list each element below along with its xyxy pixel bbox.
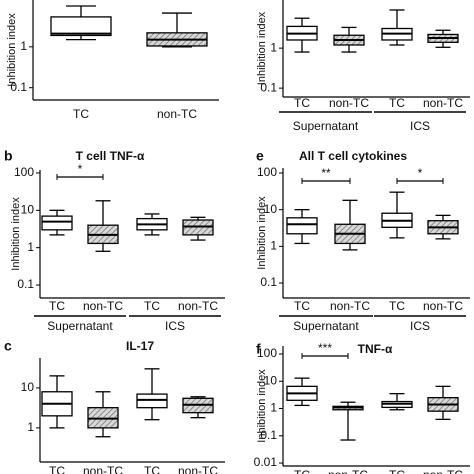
x-tick-label: TC [144, 299, 160, 313]
y-tick-label: 1 [270, 401, 277, 415]
panel-title: TNF-α [358, 342, 393, 356]
x-tick-label: TC [49, 299, 65, 313]
y-tick-label: 10 [21, 202, 35, 216]
y-tick-label: 100 [14, 165, 34, 179]
significance-label: *** [318, 341, 332, 355]
y-tick-label: 0.1 [10, 80, 27, 94]
x-tick-label: TC [389, 468, 405, 474]
y-tick-label: 0.1 [260, 80, 277, 94]
x-tick-label: non-TC [328, 468, 368, 474]
y-tick-label: 0.01 [254, 455, 278, 469]
panel-title: IL-17 [126, 339, 154, 353]
x-tick-label: non-TC [423, 96, 463, 110]
x-tick-label: non-TC [178, 299, 218, 313]
panel-title: T cell TNF-α [76, 149, 145, 163]
x-tick-label: TC [144, 464, 160, 474]
y-axis-label: Inhibition index [256, 369, 268, 443]
group-label: Supernatant [47, 319, 113, 333]
y-tick-label: 0.1 [260, 428, 277, 442]
group-label: Supernatant [293, 119, 359, 133]
x-tick-label: non-TC [178, 464, 218, 474]
y-tick-label: 1 [20, 39, 27, 53]
x-tick-label: non-TC [423, 468, 463, 474]
x-tick-label: non-TC [83, 464, 123, 474]
x-tick-label: TC [294, 468, 310, 474]
y-tick-label: 10 [264, 202, 278, 216]
panel-title: All T cell cytokines [299, 149, 407, 163]
x-tick-label: TC [294, 96, 310, 110]
x-tick-label: TC [389, 96, 405, 110]
group-label: ICS [410, 319, 430, 333]
panel-label: f [256, 341, 261, 357]
x-tick-label: non-TC [157, 107, 197, 121]
significance-label: * [78, 162, 83, 176]
significance-label: ** [321, 166, 331, 180]
x-tick-label: TC [294, 299, 310, 313]
y-tick-label: 1 [27, 420, 34, 434]
x-tick-label: TC [389, 299, 405, 313]
y-axis-label: Inhibition index [10, 197, 22, 271]
y-tick-label: 10 [21, 380, 35, 394]
x-tick-label: non-TC [329, 96, 369, 110]
box [41, 215, 73, 231]
y-tick-label: 100 [257, 346, 277, 360]
x-tick-label: TC [49, 464, 65, 474]
group-label: Supernatant [293, 319, 359, 333]
y-tick-label: 1 [27, 240, 34, 254]
x-tick-label: TC [73, 107, 89, 121]
y-axis-label: Inhibition index [256, 196, 268, 270]
box [286, 217, 318, 235]
panel-label: b [4, 148, 13, 164]
y-tick-label: 1 [270, 40, 277, 54]
y-tick-label: 100 [257, 165, 277, 179]
group-label: ICS [410, 119, 430, 133]
y-tick-label: 1 [270, 239, 277, 253]
box [50, 16, 112, 37]
group-label: ICS [165, 319, 185, 333]
x-tick-label: non-TC [330, 299, 370, 313]
box [182, 219, 214, 236]
panel-label: c [4, 338, 12, 354]
y-tick-label: 10 [264, 373, 278, 387]
panel-label: e [256, 148, 264, 164]
y-tick-label: 0.1 [17, 277, 34, 291]
significance-label: * [418, 166, 423, 180]
y-axis-label: Inhibition index [256, 11, 268, 85]
y-tick-label: 0.1 [260, 275, 277, 289]
x-tick-label: non-TC [423, 299, 463, 313]
y-axis-label: Inhibition index [6, 13, 18, 87]
x-tick-label: non-TC [83, 299, 123, 313]
